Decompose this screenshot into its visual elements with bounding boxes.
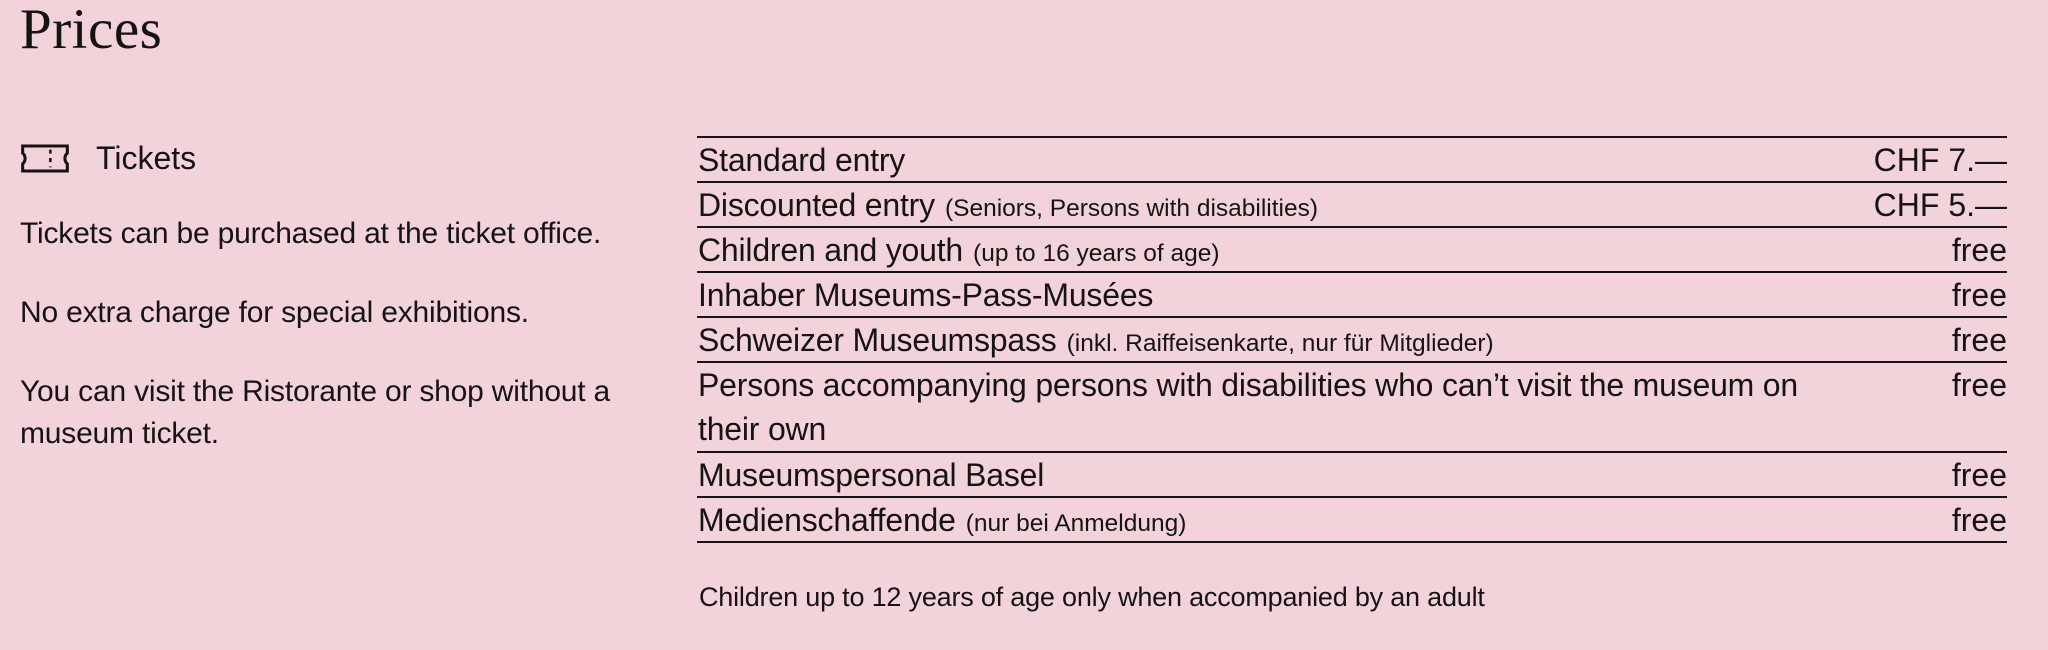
price-row-label: Standard entry xyxy=(698,142,906,178)
tickets-heading: Tickets xyxy=(96,139,197,176)
price-row-label: Museumspersonal Basel xyxy=(698,457,1045,493)
price-value: free xyxy=(1951,277,2007,313)
price-row-accompanying-persons: Persons accompanying persons with disabi… xyxy=(697,361,2007,451)
price-row-note: (nur bei Anmeldung) xyxy=(965,510,1187,537)
price-value: CHF 7.— xyxy=(1873,142,2007,178)
tickets-paragraph-2: No extra charge for special exhibitions. xyxy=(20,296,529,329)
price-value: free xyxy=(1951,232,2007,268)
price-row-children-youth: Children and youth (up to 16 years of age… xyxy=(697,226,2007,271)
price-row-label: Medienschaffende xyxy=(698,502,956,538)
ticket-icon xyxy=(20,143,70,174)
price-value: free xyxy=(1951,502,2007,538)
price-value: free xyxy=(1951,457,2007,493)
price-row-discounted-entry: Discounted entry (Seniors, Persons with d… xyxy=(697,181,2007,226)
tickets-paragraph-3: You can visit the Ristorante or shop wit… xyxy=(20,375,611,450)
price-row-standard-entry: Standard entry CHF 7.— xyxy=(697,136,2007,181)
price-row-label: Children and youth xyxy=(698,232,964,268)
price-row-museumspersonal-basel: Museumspersonal Basel free xyxy=(697,451,2007,496)
tickets-header: Tickets xyxy=(20,140,700,176)
tickets-section: Tickets Tickets can be purchased at the … xyxy=(20,140,700,455)
price-value: free xyxy=(1951,322,2007,358)
price-row-note: (up to 16 years of age) xyxy=(973,240,1220,267)
page-title: Prices xyxy=(20,0,163,61)
price-row-note: (Seniors, Persons with disabilities) xyxy=(944,195,1319,222)
table-footnote: Children up to 12 years of age only when… xyxy=(699,582,1485,612)
price-table: Standard entry CHF 7.— Discounted entry (… xyxy=(697,136,2007,543)
price-value: CHF 5.— xyxy=(1873,187,2007,223)
price-row-medienschaffende: Medienschaffende (nur bei Anmeldung) free xyxy=(697,496,2007,541)
price-row-schweizer-museumspass: Schweizer Museumspass (inkl. Raiffeisenka… xyxy=(697,316,2007,361)
price-row-museums-pass-musees: Inhaber Museums-Pass-Musées free xyxy=(697,271,2007,316)
price-value: free xyxy=(1951,367,2007,403)
price-row-label: Persons accompanying persons with disabi… xyxy=(698,367,1799,447)
price-row-note: (inkl. Raiffeisenkarte, nur für Mitglied… xyxy=(1066,330,1494,357)
price-row-label: Schweizer Museumspass xyxy=(698,322,1057,358)
price-row-label: Inhaber Museums-Pass-Musées xyxy=(698,277,1154,313)
price-row-label: Discounted entry xyxy=(698,187,935,223)
tickets-paragraph-1: Tickets can be purchased at the ticket o… xyxy=(20,217,602,250)
